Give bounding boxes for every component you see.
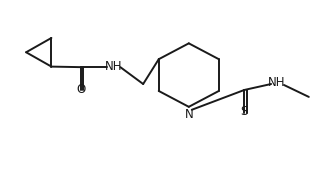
Text: NH: NH (268, 75, 286, 89)
Text: N: N (185, 108, 193, 121)
Text: S: S (241, 105, 248, 118)
Text: O: O (76, 83, 85, 96)
Text: NH: NH (105, 60, 122, 73)
